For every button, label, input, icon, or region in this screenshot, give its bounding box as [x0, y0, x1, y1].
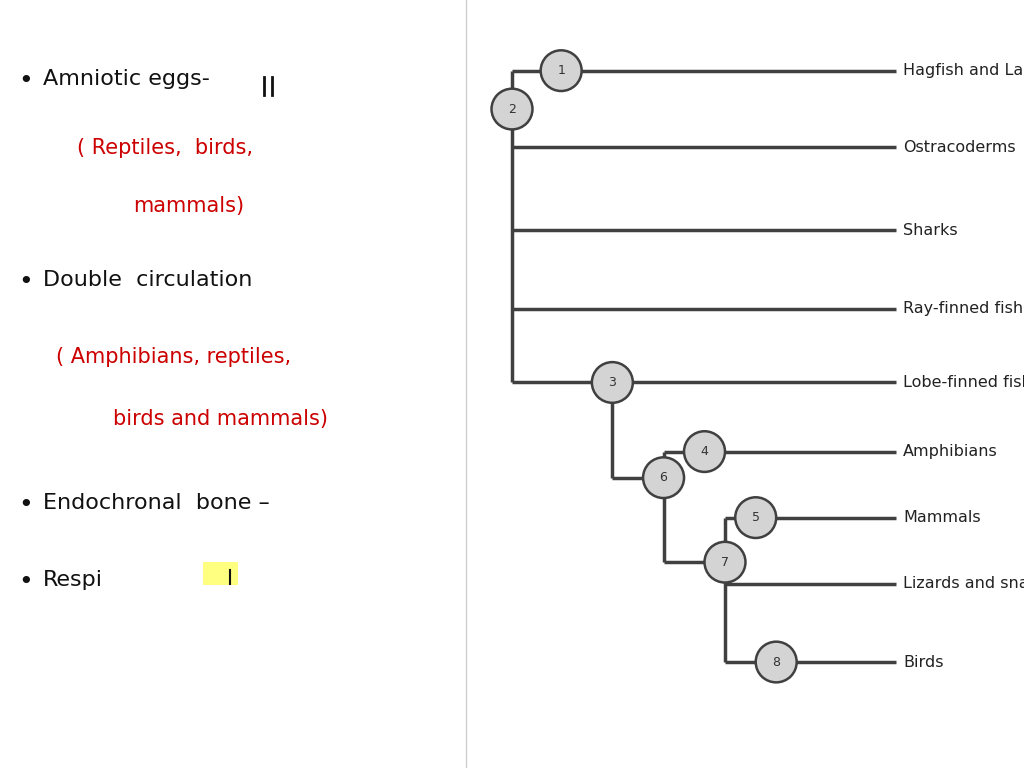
- Text: ( Amphibians, reptiles,: ( Amphibians, reptiles,: [56, 347, 292, 367]
- Text: birds and mammals): birds and mammals): [113, 409, 328, 429]
- Text: 6: 6: [659, 472, 668, 484]
- Text: Lobe-finned fishes: Lobe-finned fishes: [903, 375, 1024, 390]
- Ellipse shape: [643, 458, 684, 498]
- Bar: [203, 562, 238, 585]
- Text: •: •: [18, 570, 33, 594]
- Text: Endochronal  bone –: Endochronal bone –: [43, 493, 276, 513]
- Ellipse shape: [541, 51, 582, 91]
- Text: •: •: [18, 270, 33, 294]
- Text: Amniotic eggs-: Amniotic eggs-: [43, 69, 217, 89]
- Text: 1: 1: [557, 65, 565, 77]
- Ellipse shape: [492, 88, 532, 129]
- Text: Sharks: Sharks: [903, 223, 957, 238]
- Text: Lizards and snakes: Lizards and snakes: [903, 576, 1024, 591]
- Text: Double  circulation: Double circulation: [43, 270, 252, 290]
- Text: 4: 4: [700, 445, 709, 458]
- Ellipse shape: [735, 498, 776, 538]
- Text: •: •: [18, 493, 33, 517]
- Text: Birds: Birds: [903, 654, 944, 670]
- Text: 8: 8: [772, 656, 780, 668]
- Ellipse shape: [592, 362, 633, 403]
- Text: ( Reptiles,  birds,: ( Reptiles, birds,: [77, 138, 253, 158]
- Text: Amphibians: Amphibians: [903, 444, 998, 459]
- Text: 7: 7: [721, 556, 729, 568]
- Text: Mammals: Mammals: [903, 510, 981, 525]
- Ellipse shape: [705, 542, 745, 582]
- Text: 3: 3: [608, 376, 616, 389]
- Text: Ray-finned fishes: Ray-finned fishes: [903, 301, 1024, 316]
- Text: 5: 5: [752, 511, 760, 524]
- Text: Hagfish and Lampreys: Hagfish and Lampreys: [903, 63, 1024, 78]
- Text: Respi: Respi: [43, 570, 103, 590]
- Text: Ostracoderms: Ostracoderms: [903, 140, 1016, 155]
- Text: mammals): mammals): [133, 196, 245, 216]
- Text: 2: 2: [508, 103, 516, 115]
- Text: •: •: [18, 69, 33, 93]
- Ellipse shape: [684, 432, 725, 472]
- Ellipse shape: [756, 642, 797, 682]
